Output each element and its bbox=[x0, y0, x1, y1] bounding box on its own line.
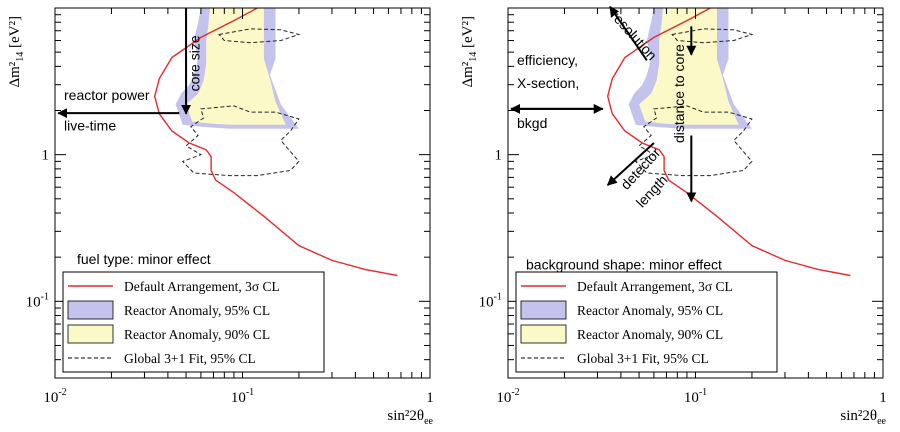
y-axis-label: Δm²14 [eV²] bbox=[460, 16, 479, 88]
legend-box bbox=[62, 271, 325, 373]
xsection-label: X-section, bbox=[517, 75, 579, 91]
legend-label: Default Arrangement, 3σ CL bbox=[577, 279, 733, 294]
label-part: Δm² bbox=[7, 61, 23, 87]
detector-length-arrow bbox=[606, 142, 655, 186]
core-size-label: core size bbox=[187, 35, 203, 91]
label-part: 1 bbox=[42, 148, 50, 164]
label-part: sin²2θ bbox=[840, 408, 877, 424]
label-part: 1 bbox=[879, 390, 887, 406]
ticks bbox=[54, 8, 430, 379]
y-tick-label: 10-1 bbox=[479, 291, 502, 310]
x-tick-label: 10-1 bbox=[684, 387, 707, 406]
y-tick-label: 10-1 bbox=[26, 291, 49, 310]
label-part: 10 bbox=[479, 294, 494, 310]
y-axis-label: Δm²14 [eV²] bbox=[7, 16, 26, 88]
legend-label: Default Arrangement, 3σ CL bbox=[124, 279, 280, 294]
label-part: -1 bbox=[494, 291, 502, 302]
label-part: -1 bbox=[246, 387, 254, 398]
distance-to-core-label: distance to core bbox=[671, 44, 687, 143]
default-arrangement-curve bbox=[153, 8, 398, 277]
reactor-anomaly-90-region bbox=[186, 8, 286, 125]
background-shape-note: background shape: minor effect bbox=[526, 256, 722, 272]
y-tick-label: 1 bbox=[42, 148, 50, 164]
x-tick-label: 1 bbox=[426, 390, 434, 406]
legend-label: Global 3+1 Fit, 95% CL bbox=[577, 351, 709, 366]
legend-marker-blue bbox=[520, 300, 567, 320]
x-tick-label: 1 bbox=[879, 390, 887, 406]
legend-marker-yellow bbox=[520, 324, 567, 344]
x-axis-label: sin²2θee bbox=[840, 408, 886, 427]
label-part: Δm² bbox=[460, 61, 476, 87]
label-part: -2 bbox=[511, 387, 519, 398]
label-part: [eV²] bbox=[7, 16, 23, 52]
label-part: -2 bbox=[58, 387, 66, 398]
efficiency-label: efficiency, bbox=[517, 52, 578, 68]
label-part: 14 bbox=[468, 52, 479, 62]
reactor-anomaly-90-region bbox=[639, 8, 739, 125]
label-part: 1 bbox=[426, 390, 434, 406]
bkgd-label: bkgd bbox=[517, 115, 547, 131]
plot-content bbox=[606, 8, 851, 277]
x-axis-label: sin²2θee bbox=[387, 408, 433, 427]
label-part: -1 bbox=[699, 387, 707, 398]
label-part: 1 bbox=[495, 148, 503, 164]
legend-label: Global 3+1 Fit, 95% CL bbox=[124, 351, 256, 366]
legend-label: Reactor Anomaly, 95% CL bbox=[124, 303, 270, 318]
label-part: 14 bbox=[15, 52, 26, 62]
legend: Default Arrangement, 3σ CL Reactor Anomal… bbox=[62, 271, 325, 373]
reactor-power-label: reactor power bbox=[64, 87, 150, 103]
legend-label: Reactor Anomaly, 90% CL bbox=[577, 327, 723, 342]
label-part: [eV²] bbox=[460, 16, 476, 52]
legend-marker-yellow bbox=[67, 324, 114, 344]
x-tick-label: 10-1 bbox=[231, 387, 254, 406]
label-part: 10 bbox=[684, 390, 699, 406]
plot-content bbox=[153, 8, 398, 277]
label-part: -1 bbox=[41, 291, 49, 302]
label-part: 10 bbox=[231, 390, 246, 406]
default-arrangement-curve bbox=[606, 8, 851, 277]
global-fit-contour-2 bbox=[634, 105, 753, 177]
label-part: 10 bbox=[496, 390, 511, 406]
global-fit-contour-1 bbox=[671, 28, 754, 44]
global-fit-contour-2 bbox=[181, 105, 300, 177]
label-part: 10 bbox=[43, 390, 58, 406]
legend-label: Reactor Anomaly, 95% CL bbox=[577, 303, 723, 318]
legend-box bbox=[515, 271, 778, 373]
y-tick-label: 1 bbox=[495, 148, 503, 164]
label-part: 10 bbox=[26, 294, 41, 310]
legend-marker-blue bbox=[67, 300, 114, 320]
legend-label: Reactor Anomaly, 90% CL bbox=[124, 327, 270, 342]
live-time-label: live-time bbox=[64, 118, 116, 134]
label-part: sin²2θ bbox=[387, 408, 424, 424]
resolution-arrow bbox=[609, 5, 648, 61]
global-fit-contour-1 bbox=[218, 28, 301, 44]
label-part: ee bbox=[424, 416, 433, 427]
legend: Default Arrangement, 3σ CL Reactor Anomal… bbox=[515, 271, 778, 373]
fuel-type-note: fuel type: minor effect bbox=[77, 251, 211, 267]
x-tick-label: 10-2 bbox=[496, 387, 519, 406]
x-tick-label: 10-2 bbox=[43, 387, 66, 406]
label-part: ee bbox=[877, 416, 886, 427]
